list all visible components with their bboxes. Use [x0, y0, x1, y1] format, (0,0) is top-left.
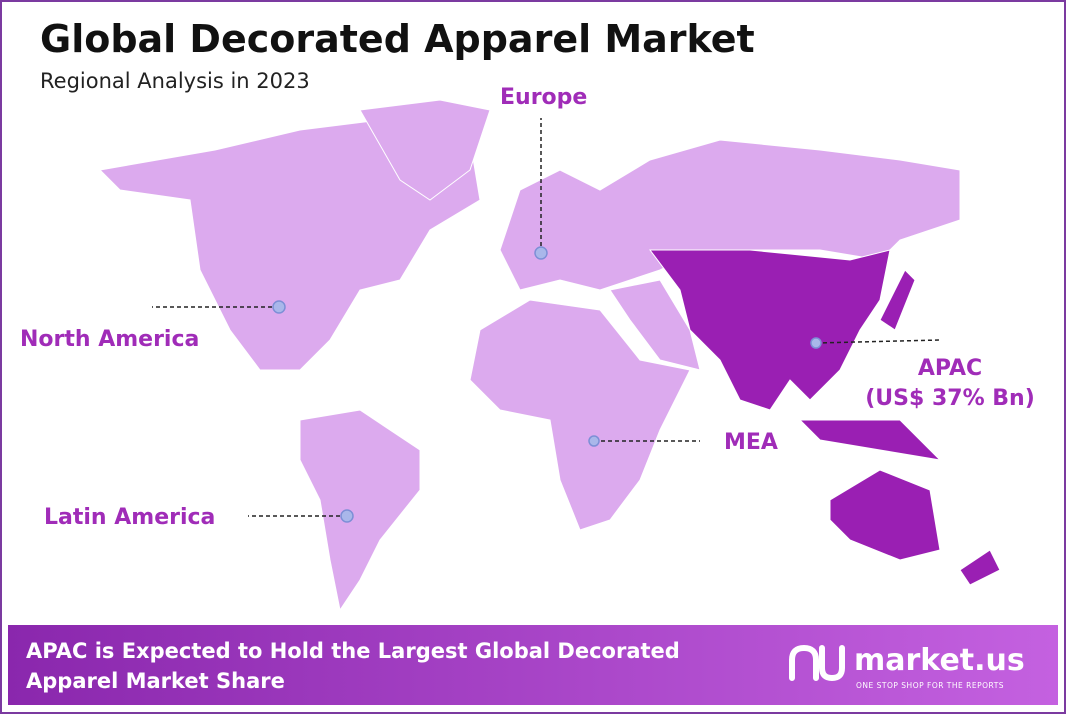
middle-east: [609, 279, 701, 371]
africa: [469, 299, 691, 531]
europe-russia: [499, 139, 961, 291]
footer-band: [8, 625, 1058, 705]
logo: market.us ONE STOP SHOP FOR THE REPORTS: [789, 643, 1025, 690]
greenland: [359, 99, 491, 201]
se-asia-islands: [798, 419, 942, 461]
region-value: (US$ 37% Bn): [865, 386, 1035, 411]
callouts: Europe North America Latin America MEA A…: [20, 85, 1035, 530]
marker: [534, 246, 548, 260]
marker: [340, 509, 354, 523]
australia: [829, 469, 941, 561]
new-zealand: [959, 549, 1001, 586]
footer-text: APAC is Expected to Hold the Largest Glo…: [26, 639, 680, 663]
region-label: Latin America: [44, 505, 215, 530]
asia: [649, 249, 891, 411]
world-map: [98, 99, 1001, 612]
logo-tagline: ONE STOP SHOP FOR THE REPORTS: [856, 681, 1004, 690]
marker: [272, 300, 286, 314]
region-label: APAC: [918, 356, 982, 381]
subtitle: Regional Analysis in 2023: [40, 69, 310, 93]
marker: [588, 435, 600, 447]
region-label: Europe: [500, 85, 587, 110]
logo-text: market.us: [854, 643, 1025, 678]
footer-text: Apparel Market Share: [26, 669, 285, 693]
japan: [879, 269, 916, 331]
title: Global Decorated Apparel Market: [40, 17, 755, 61]
region-label: MEA: [724, 430, 778, 455]
south-america: [299, 409, 421, 612]
logo-icon: [789, 644, 845, 682]
marker: [810, 337, 822, 349]
region-label: North America: [20, 327, 199, 352]
